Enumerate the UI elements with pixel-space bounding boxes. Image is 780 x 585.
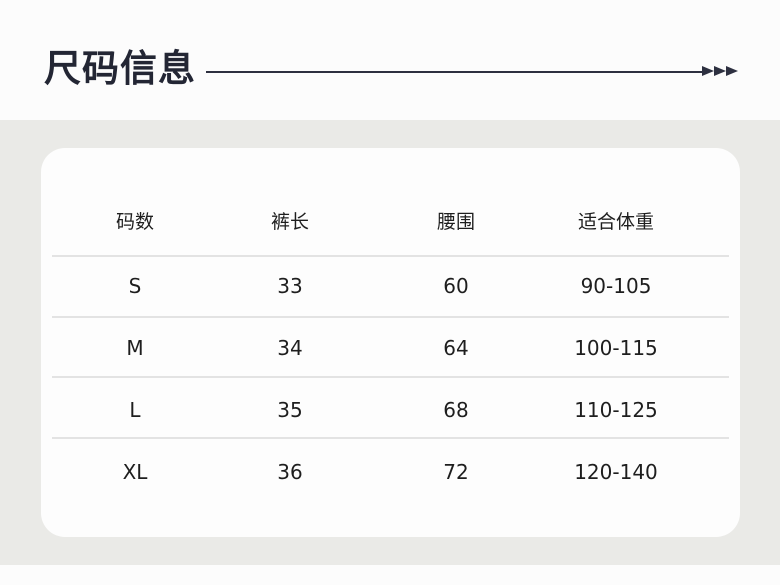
cell-waist: 64: [443, 336, 469, 360]
triple-arrow-icon: [702, 66, 738, 76]
cell-weight: 100-115: [574, 336, 658, 360]
cell-waist: 60: [443, 274, 469, 298]
header-weight: 适合体重: [577, 211, 655, 233]
table-row: XL 36 72 120-140: [41, 457, 740, 487]
page-title: 尺码信息: [44, 47, 196, 90]
cell-length: 34: [277, 336, 303, 360]
table-row: M 34 64 100-115: [41, 333, 740, 363]
cell-length: 35: [277, 398, 303, 422]
header-size: 码数: [115, 211, 155, 233]
header-waist: 腰围: [436, 211, 476, 233]
cell-size: XL: [122, 460, 148, 484]
cell-waist: 68: [443, 398, 469, 422]
row-divider: [52, 376, 729, 378]
cell-length: 36: [277, 460, 303, 484]
row-divider: [52, 316, 729, 318]
cell-weight: 90-105: [580, 274, 652, 298]
cell-size: S: [128, 274, 142, 298]
row-divider: [52, 255, 729, 257]
table-header-row: 码数 裤长 腰围 适合体重: [41, 207, 740, 237]
cell-size: L: [129, 398, 141, 422]
cell-waist: 72: [443, 460, 469, 484]
table-row: S 33 60 90-105: [41, 271, 740, 301]
table-row: L 35 68 110-125: [41, 395, 740, 425]
cell-length: 33: [277, 274, 303, 298]
cell-weight: 110-125: [574, 398, 658, 422]
cell-weight: 120-140: [574, 460, 658, 484]
size-table: 码数 裤长 腰围 适合体重 S 33 60 90-105 M 34 64 100…: [41, 148, 740, 537]
title-divider-line: [206, 71, 704, 73]
cell-size: M: [126, 336, 144, 360]
header-length: 裤长: [270, 211, 310, 233]
row-divider: [52, 437, 729, 439]
